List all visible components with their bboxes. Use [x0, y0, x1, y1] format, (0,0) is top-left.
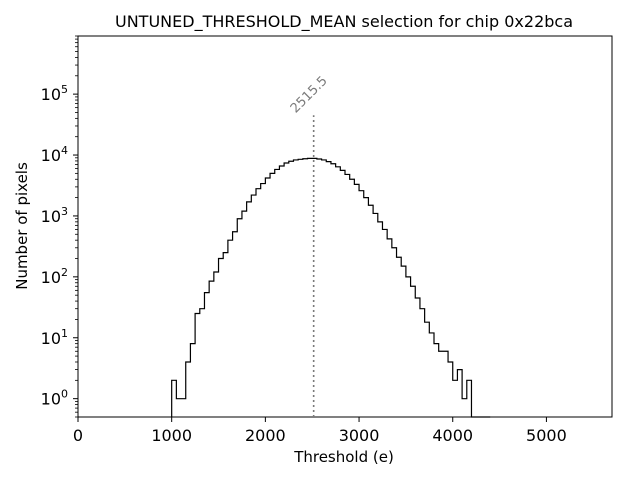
x-tick-label: 5000	[526, 426, 567, 445]
chart-title: UNTUNED_THRESHOLD_MEAN selection for chi…	[115, 12, 573, 32]
histogram-step-line	[171, 157, 491, 418]
y-tick-label: 102	[41, 266, 68, 287]
x-tick-label: 0	[73, 426, 83, 445]
y-tick-label: 101	[41, 327, 68, 348]
y-tick-label: 100	[41, 388, 68, 409]
x-tick-label: 1000	[151, 426, 192, 445]
y-tick-label: 105	[41, 83, 68, 104]
y-axis-label: Number of pixels	[13, 162, 31, 290]
y-tick-label: 103	[41, 205, 68, 226]
y-axis-ticks: 100 101 102 103 104 105	[41, 35, 78, 418]
x-axis-label: Threshold (e)	[293, 448, 394, 466]
x-tick-label: 4000	[432, 426, 473, 445]
mean-threshold-label: 2515.5	[288, 74, 331, 117]
x-tick-label: 2000	[245, 426, 286, 445]
x-axis-ticks: 0 1000 2000 3000 4000 5000	[73, 417, 567, 445]
x-tick-label: 3000	[339, 426, 380, 445]
y-tick-label: 104	[41, 144, 68, 165]
plot-area	[77, 35, 613, 418]
